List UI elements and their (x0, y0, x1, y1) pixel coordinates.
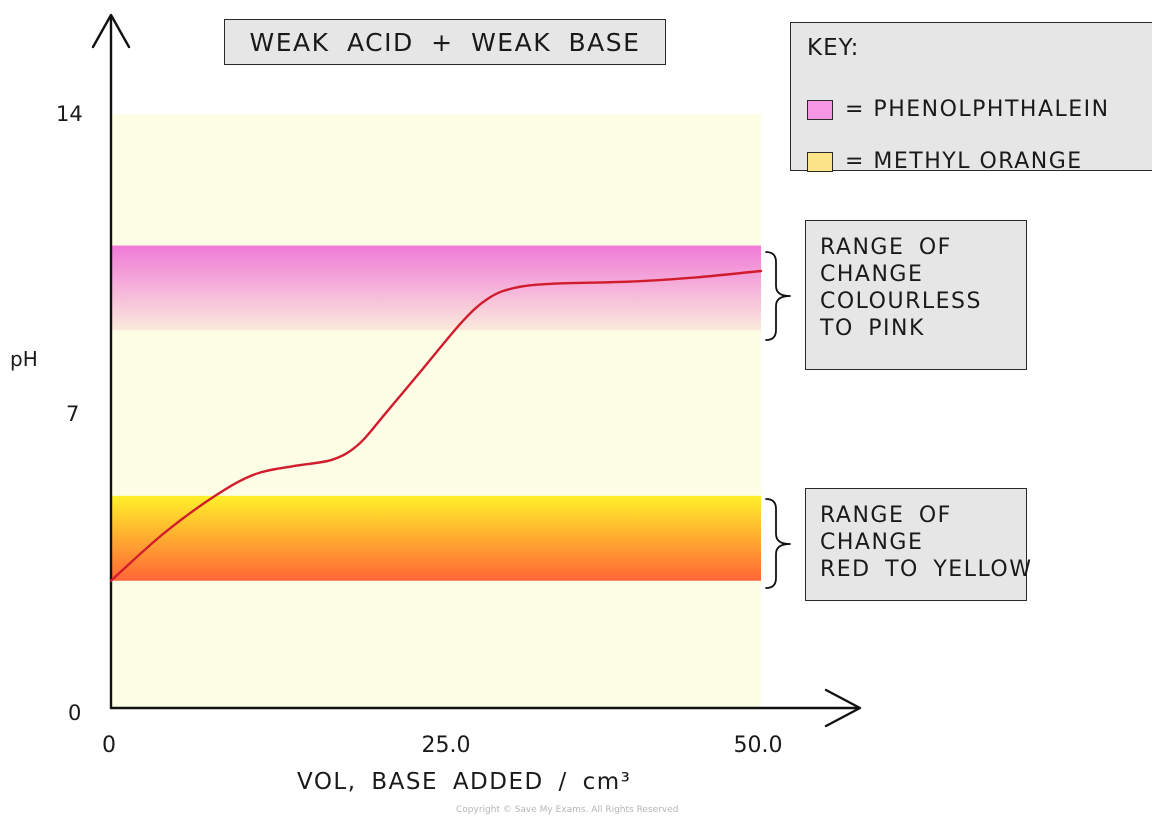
annotation-line: CHANGE (820, 262, 924, 287)
annotation-line: TO PINK (820, 316, 925, 341)
x-tick-label-0: 0 (102, 733, 116, 758)
plot-background (111, 114, 761, 708)
ph-curve (109, 269, 763, 582)
legend-swatch-methyl-orange (807, 151, 833, 172)
x-tick-labels: 0 25.0 50.0 (102, 733, 782, 758)
copyright-notice: Copyright © Save My Exams. All Rights Re… (456, 805, 679, 815)
y-tick-label-1: 7 (66, 402, 79, 426)
legend-box: KEY: = PHENOLPHTHALEIN = METHYL ORANGE (790, 22, 1152, 174)
legend-label-phenolphthalein: = PHENOLPHTHALEIN (845, 97, 1110, 122)
methyl-orange-range-band (111, 495, 761, 581)
chart-title: WEAK ACID + WEAK BASE (249, 27, 641, 57)
x-tick-label-2: 50.0 (734, 733, 783, 758)
y-axis-label: pH (10, 347, 38, 371)
y-tick-labels: 0 7 14 (56, 102, 83, 725)
annotation-line: RANGE OF (820, 235, 952, 260)
y-tick-label-0: 0 (68, 701, 81, 725)
legend-label-methyl-orange: = METHYL ORANGE (845, 149, 1083, 174)
annotation-line: RED TO YELLOW (820, 557, 1033, 582)
y-tick-label-2: 14 (56, 102, 83, 126)
annotation-line: RANGE OF (820, 503, 952, 528)
bracket-phenolphthalein (765, 251, 791, 341)
annotation-line: CHANGE (820, 530, 924, 555)
annotation-colourless-to-pink: RANGE OF CHANGE COLOURLESS TO PINK (805, 220, 1027, 370)
annotation-red-to-yellow: RANGE OF CHANGE RED TO YELLOW (805, 488, 1033, 601)
annotation-line: COLOURLESS (820, 289, 982, 314)
legend-entry-methyl-orange: = METHYL ORANGE (807, 149, 1083, 174)
x-axis-label: VOL, BASE ADDED / cm³ (297, 769, 631, 795)
range-brackets (765, 251, 791, 589)
legend-entry-phenolphthalein: = PHENOLPHTHALEIN (807, 97, 1110, 122)
axes (91, 13, 862, 728)
x-axis-arrowhead (824, 688, 862, 728)
phenolphthalein-range-band (111, 245, 761, 331)
chart-title-box: WEAK ACID + WEAK BASE (224, 19, 666, 65)
legend-title: KEY: (807, 35, 860, 61)
legend-swatch-phenolphthalein (807, 99, 833, 120)
y-axis-arrowhead (91, 13, 131, 49)
bracket-methyl-orange (765, 498, 791, 589)
x-tick-label-1: 25.0 (422, 733, 471, 758)
